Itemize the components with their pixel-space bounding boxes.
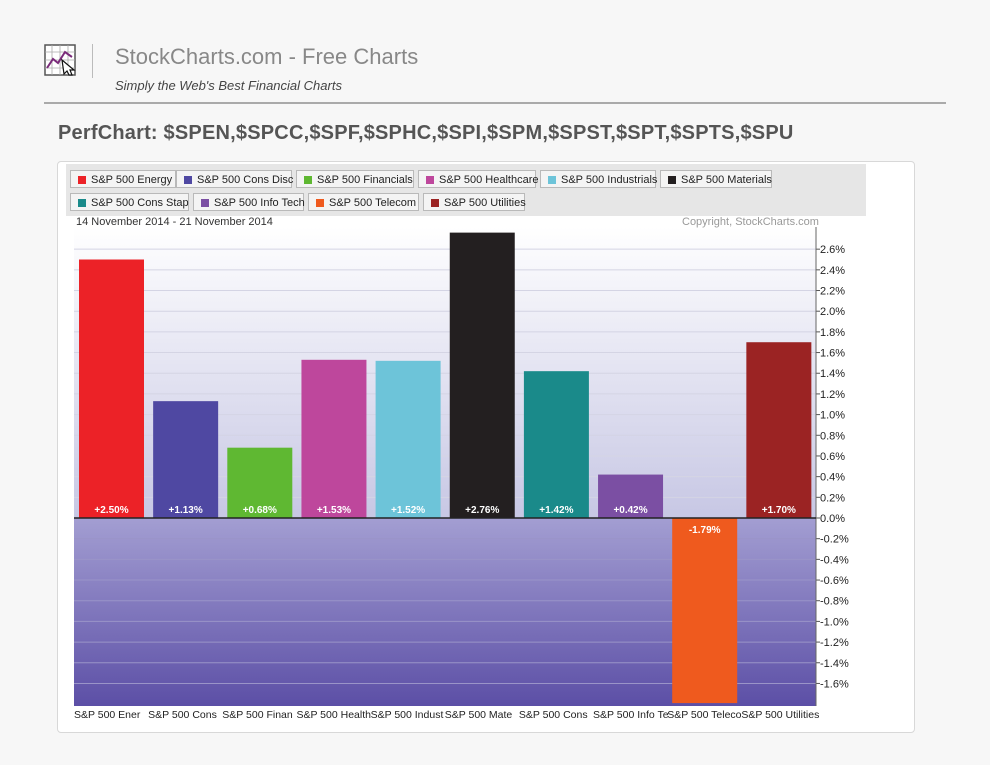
chart-arrow-logo-icon[interactable] bbox=[44, 44, 76, 76]
legend-label: S&P 500 Financials bbox=[317, 174, 413, 186]
y-tick-label: 1.2% bbox=[820, 389, 845, 401]
bar-sandp-500-cons-disc bbox=[153, 401, 219, 518]
legend-item-sandp-500-info-tech[interactable]: S&P 500 Info Tech bbox=[193, 193, 305, 211]
x-tick-label: S&P 500 Indust bbox=[371, 709, 444, 721]
legend-item-sandp-500-industrials[interactable]: S&P 500 Industrials bbox=[540, 170, 658, 188]
value-label: +1.42% bbox=[539, 505, 573, 516]
value-label: +1.52% bbox=[391, 505, 425, 516]
legend-item-sandp-500-cons-disc[interactable]: S&P 500 Cons Disc bbox=[176, 170, 294, 188]
y-tick-label: -1.4% bbox=[820, 658, 849, 670]
y-tick-label: 0.0% bbox=[820, 513, 845, 525]
legend-item-sandp-500-healthcare[interactable]: S&P 500 Healthcare bbox=[418, 170, 539, 188]
legend-label: S&P 500 Utilities bbox=[444, 197, 526, 209]
legend-item-sandp-500-energy[interactable]: S&P 500 Energy bbox=[70, 170, 176, 188]
page-title: PerfChart: $SPEN,$SPCC,$SPF,$SPHC,$SPI,$… bbox=[58, 122, 794, 144]
bar-sandp-500-healthcare bbox=[301, 359, 367, 518]
legend-swatch bbox=[78, 199, 86, 207]
y-tick-label: -1.6% bbox=[820, 678, 849, 690]
legend-item-sandp-500-telecom[interactable]: S&P 500 Telecom bbox=[308, 193, 419, 211]
legend-item-sandp-500-financials[interactable]: S&P 500 Financials bbox=[296, 170, 414, 188]
value-label: +1.53% bbox=[317, 505, 351, 516]
y-tick-label: 1.4% bbox=[820, 368, 845, 380]
legend-swatch bbox=[201, 199, 209, 207]
legend-swatch bbox=[426, 176, 434, 184]
bar-sandp-500-energy bbox=[79, 259, 144, 518]
bar-sandp-500-industrials bbox=[375, 360, 441, 518]
x-tick-label: S&P 500 Ener bbox=[74, 709, 141, 721]
legend-label: S&P 500 Energy bbox=[91, 174, 173, 186]
y-tick-label: 2.6% bbox=[820, 244, 845, 256]
y-tick-label: 0.8% bbox=[820, 430, 845, 442]
value-label: -1.79% bbox=[689, 525, 721, 536]
y-tick-label: -0.2% bbox=[820, 534, 849, 546]
legend-swatch bbox=[304, 176, 312, 184]
x-tick-label: S&P 500 Cons bbox=[519, 709, 588, 721]
y-tick-label: 2.2% bbox=[820, 286, 845, 298]
legend-item-sandp-500-utilities[interactable]: S&P 500 Utilities bbox=[423, 193, 526, 211]
y-tick-label: -0.6% bbox=[820, 575, 849, 587]
x-tick-label: S&P 500 Finan bbox=[222, 709, 293, 721]
y-tick-label: -0.4% bbox=[820, 554, 849, 566]
x-tick-label: S&P 500 Utilities bbox=[741, 709, 819, 721]
copyright-note: Copyright, StockCharts.com bbox=[682, 216, 819, 228]
bar-sandp-500-telecom bbox=[672, 518, 738, 704]
x-tick-label: S&P 500 Cons bbox=[148, 709, 217, 721]
y-tick-label: 1.6% bbox=[820, 348, 845, 360]
value-label: +2.76% bbox=[465, 505, 499, 516]
legend-swatch bbox=[431, 199, 439, 207]
site-header: StockCharts.com - Free Charts Simply the… bbox=[0, 0, 990, 110]
y-tick-label: 1.8% bbox=[820, 327, 845, 339]
x-tick-label: S&P 500 Health bbox=[296, 709, 371, 721]
legend-label: S&P 500 Telecom bbox=[329, 197, 417, 209]
y-tick-label: 1.0% bbox=[820, 410, 845, 422]
legend-label: S&P 500 Cons Stap bbox=[91, 197, 189, 209]
x-tick-label: S&P 500 Teleco bbox=[667, 709, 741, 721]
bar-sandp-500-materials bbox=[449, 232, 515, 518]
date-range: 14 November 2014 - 21 November 2014 bbox=[76, 216, 273, 228]
legend-label: S&P 500 Cons Disc bbox=[197, 174, 294, 186]
site-tagline: Simply the Web's Best Financial Charts bbox=[115, 78, 342, 93]
legend-swatch bbox=[668, 176, 676, 184]
legend-swatch bbox=[78, 176, 86, 184]
site-title[interactable]: StockCharts.com - Free Charts bbox=[115, 44, 419, 69]
value-label: +2.50% bbox=[94, 505, 128, 516]
legend-label: S&P 500 Healthcare bbox=[439, 174, 539, 186]
y-tick-label: -0.8% bbox=[820, 596, 849, 608]
y-tick-label: 0.4% bbox=[820, 472, 845, 484]
legend-label: S&P 500 Industrials bbox=[561, 174, 658, 186]
y-tick-label: -1.0% bbox=[820, 616, 849, 628]
legend-label: S&P 500 Info Tech bbox=[214, 197, 305, 209]
x-tick-label: S&P 500 Mate bbox=[445, 709, 513, 721]
y-tick-label: 0.6% bbox=[820, 451, 845, 463]
x-tick-label: S&P 500 Info Te bbox=[593, 709, 669, 721]
value-label: +1.70% bbox=[762, 505, 796, 516]
bar-sandp-500-financials bbox=[227, 447, 293, 518]
y-tick-label: 2.0% bbox=[820, 306, 845, 318]
legend-item-sandp-500-cons-stap[interactable]: S&P 500 Cons Stap bbox=[70, 193, 189, 211]
value-label: +0.68% bbox=[243, 505, 277, 516]
header-divider bbox=[92, 44, 93, 78]
y-tick-label: 0.2% bbox=[820, 492, 845, 504]
header-rule bbox=[44, 102, 946, 104]
legend-swatch bbox=[184, 176, 192, 184]
legend-item-sandp-500-materials[interactable]: S&P 500 Materials bbox=[660, 170, 772, 188]
bar-sandp-500-info-tech bbox=[598, 474, 664, 518]
legend-swatch bbox=[548, 176, 556, 184]
legend-label: S&P 500 Materials bbox=[681, 174, 772, 186]
value-label: +0.42% bbox=[613, 505, 647, 516]
legend-swatch bbox=[316, 199, 324, 207]
y-tick-label: 2.4% bbox=[820, 265, 845, 277]
value-label: +1.13% bbox=[169, 505, 203, 516]
bar-sandp-500-utilities bbox=[746, 342, 812, 518]
bar-sandp-500-cons-stap bbox=[523, 371, 589, 518]
y-tick-label: -1.2% bbox=[820, 637, 849, 649]
